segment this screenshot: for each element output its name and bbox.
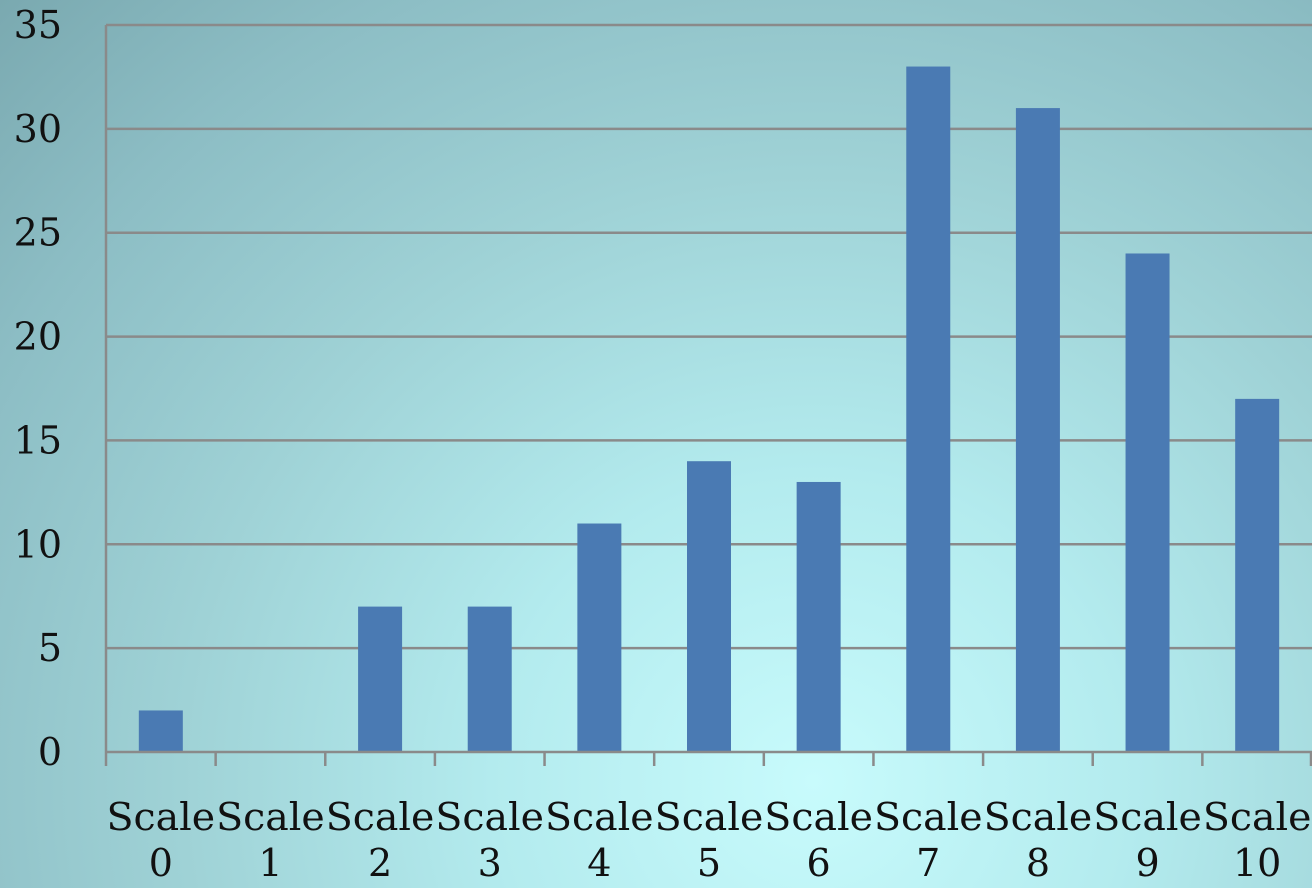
x-category-label: Scale 7: [874, 795, 983, 885]
bar: [906, 66, 951, 753]
x-category-label: Scale 10: [1203, 795, 1312, 885]
y-tick-label: 10: [14, 522, 62, 566]
bar: [687, 461, 731, 752]
x-category-label: Scale 8: [984, 795, 1093, 885]
bar: [358, 606, 403, 752]
x-category-label: Scale 5: [655, 795, 764, 885]
x-category-label: Scale 9: [1093, 795, 1202, 885]
y-tick-label: 15: [14, 418, 62, 462]
bar: [577, 523, 622, 752]
x-category-label: Scale 3: [435, 795, 544, 885]
bar: [1235, 398, 1280, 752]
y-tick-label: 5: [38, 626, 62, 670]
y-tick-label: 20: [14, 315, 62, 359]
x-category-label: Scale 4: [545, 795, 654, 885]
y-tick-label: 35: [14, 3, 62, 47]
bar: [796, 481, 841, 752]
x-category-label: Scale 2: [326, 795, 435, 885]
bar: [1125, 253, 1170, 752]
x-category-label: Scale 0: [107, 795, 216, 885]
x-axis: [104, 25, 1312, 766]
x-category-label: Scale 1: [216, 795, 325, 885]
bar: [467, 606, 512, 752]
bar: [138, 710, 183, 752]
x-category-label: Scale 6: [764, 795, 873, 885]
y-tick-label: 30: [14, 107, 62, 151]
y-tick-label: 25: [14, 211, 62, 255]
bars: [138, 66, 1280, 753]
y-tick-label: 0: [38, 730, 62, 774]
y-axis-tick-labels: 0 5 10 15 20 25 30 35: [14, 3, 62, 774]
bar: [1015, 108, 1060, 753]
gridlines: [106, 23, 1312, 650]
